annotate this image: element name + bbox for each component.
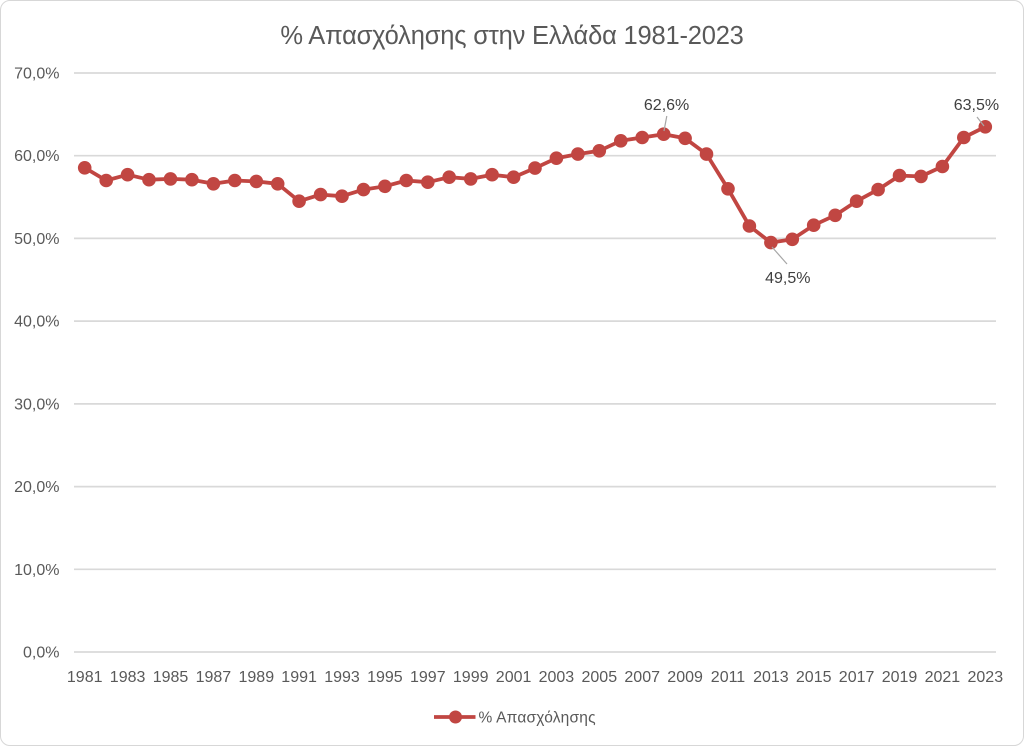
svg-text:2021: 2021	[925, 669, 961, 686]
svg-text:1985: 1985	[153, 669, 189, 686]
svg-text:2001: 2001	[496, 669, 532, 686]
svg-text:2015: 2015	[796, 669, 832, 686]
svg-text:2005: 2005	[582, 669, 618, 686]
svg-text:1987: 1987	[196, 669, 232, 686]
svg-text:0,0%: 0,0%	[23, 645, 59, 662]
svg-text:10,0%: 10,0%	[14, 562, 59, 579]
svg-text:2009: 2009	[667, 669, 703, 686]
svg-text:2017: 2017	[839, 669, 875, 686]
svg-text:2023: 2023	[968, 669, 1004, 686]
svg-text:2013: 2013	[753, 669, 789, 686]
svg-text:1983: 1983	[110, 669, 146, 686]
svg-text:% Απασχόλησης στην Ελλάδα 1981: % Απασχόλησης στην Ελλάδα 1981-2023	[280, 22, 743, 50]
svg-text:2003: 2003	[539, 669, 575, 686]
svg-text:50,0%: 50,0%	[14, 231, 59, 248]
svg-text:1999: 1999	[453, 669, 489, 686]
svg-text:1981: 1981	[67, 669, 103, 686]
svg-text:49,5%: 49,5%	[765, 270, 810, 287]
svg-text:60,0%: 60,0%	[14, 148, 59, 165]
svg-text:63,5%: 63,5%	[954, 97, 999, 114]
svg-text:70,0%: 70,0%	[14, 66, 59, 83]
svg-text:1993: 1993	[324, 669, 360, 686]
svg-text:2011: 2011	[711, 669, 746, 686]
svg-text:1995: 1995	[367, 669, 403, 686]
svg-text:1989: 1989	[239, 669, 275, 686]
svg-text:1997: 1997	[410, 669, 446, 686]
svg-text:62,6%: 62,6%	[644, 97, 689, 114]
svg-text:1991: 1991	[281, 669, 317, 686]
svg-text:% Απασχόλησης: % Απασχόλησης	[479, 710, 596, 727]
svg-text:30,0%: 30,0%	[14, 396, 59, 413]
svg-text:20,0%: 20,0%	[14, 479, 59, 496]
svg-text:2019: 2019	[882, 669, 918, 686]
svg-text:40,0%: 40,0%	[14, 314, 59, 331]
svg-text:2007: 2007	[624, 669, 660, 686]
